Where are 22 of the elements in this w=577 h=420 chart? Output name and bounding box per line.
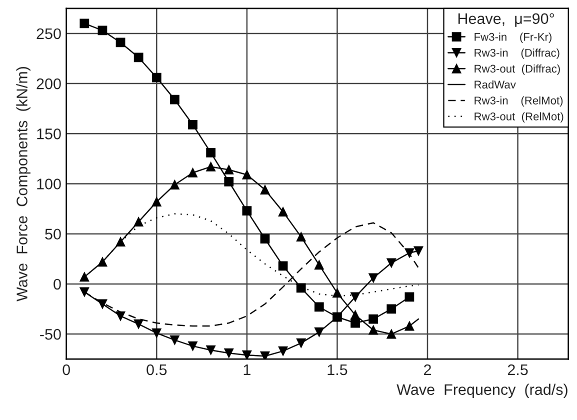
x-tick-label: 0.5 xyxy=(146,364,167,376)
y-tick-label: 0 xyxy=(54,278,61,290)
y-tick-label: 150 xyxy=(37,128,61,140)
legend-label: Rw3-out (RelMot) xyxy=(474,112,564,123)
x-tick-label: 2 xyxy=(424,364,431,376)
legend-label: Rw3-in (RelMot) xyxy=(474,96,563,107)
legend-title: Heave, μ=90° xyxy=(458,13,554,27)
y-tick-label: 250 xyxy=(36,28,61,40)
x-tick-label: 2.5 xyxy=(508,364,528,376)
y-tick-label: -50 xyxy=(40,328,61,340)
y-tick-label: 200 xyxy=(36,78,61,90)
x-tick-label: 1 xyxy=(244,364,250,376)
legend-label: Rw3-in (Diffrac) xyxy=(474,48,560,59)
legend-label: Fw3-in (Fr-Kr) xyxy=(474,32,552,43)
x-tick-label: 1.5 xyxy=(328,364,348,376)
y-tick-label: 50 xyxy=(45,228,61,240)
y-tick-label: 100 xyxy=(37,178,61,190)
y-axis-title: Wave Force Components (kN/m) xyxy=(16,66,30,302)
x-axis-title: Wave Frequency (rad/s) xyxy=(396,384,568,398)
x-tick-label: 0 xyxy=(62,364,70,376)
legend-label: RadWav xyxy=(474,80,516,89)
legend-label: Rw3-out (Diffrac) xyxy=(474,64,560,75)
